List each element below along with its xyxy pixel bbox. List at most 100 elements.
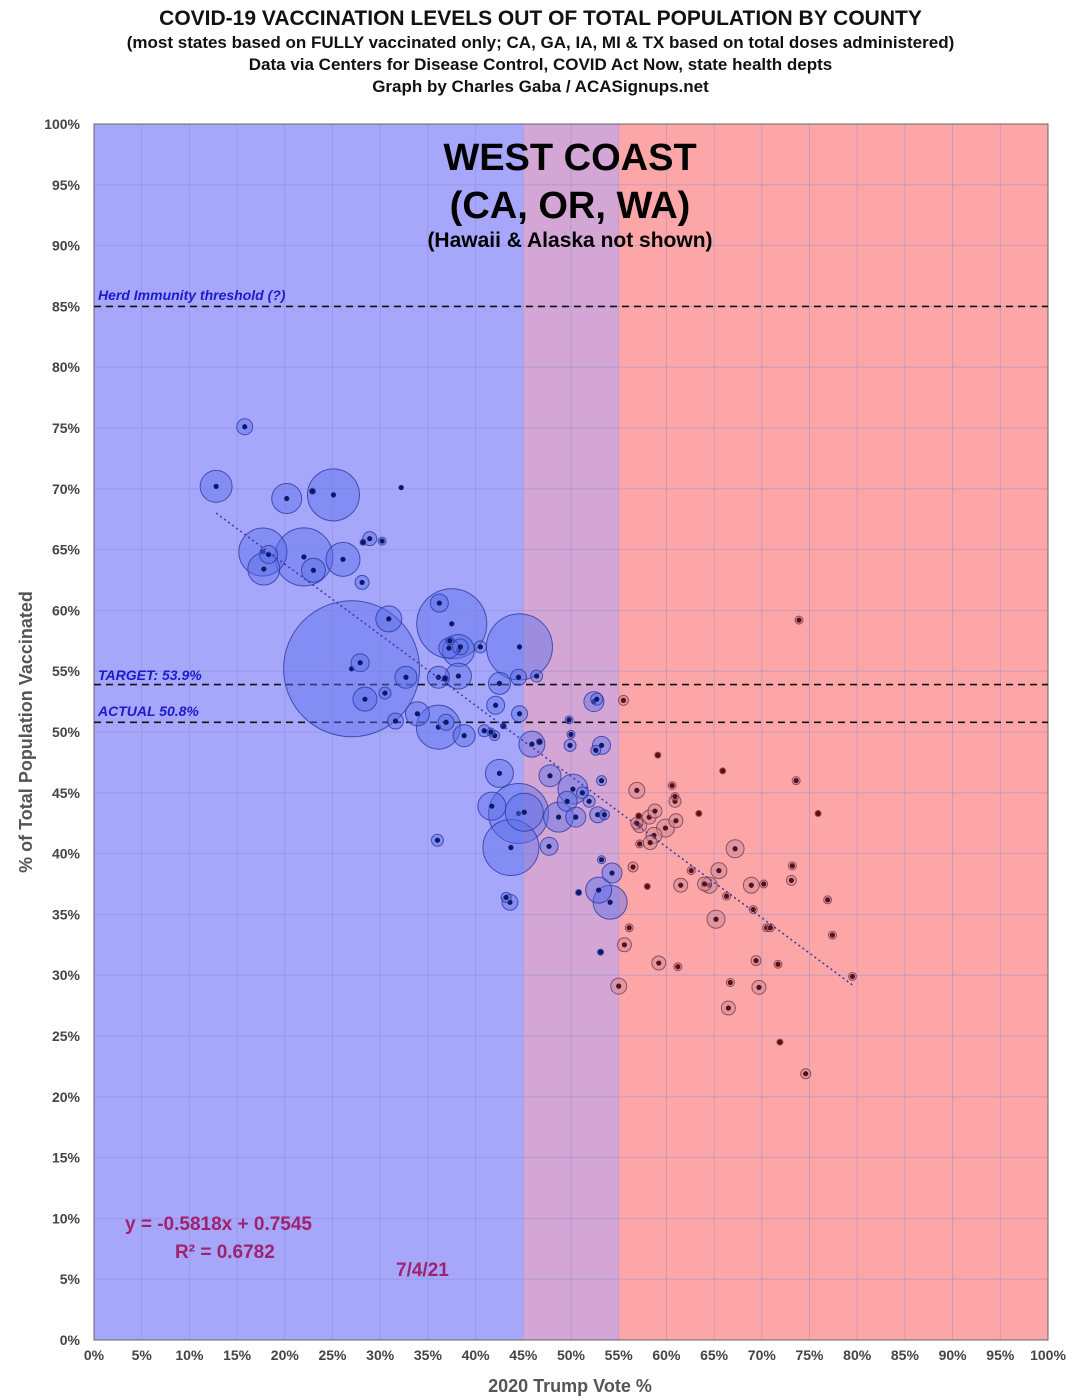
county-point [630,864,636,870]
county-point [655,752,661,758]
x-tick-label: 95% [986,1347,1015,1363]
county-point [815,810,821,817]
county-point [777,1039,783,1045]
y-tick-label: 55% [52,663,81,679]
county-point [516,711,523,717]
county-point [284,495,290,502]
y-tick-label: 35% [52,906,81,922]
y-tick-label: 45% [52,785,81,801]
county-point [579,790,586,796]
county-point [675,964,681,970]
county-point [637,841,643,847]
county-point [601,812,607,818]
y-tick-label: 20% [52,1089,81,1105]
county-point [713,916,719,922]
y-tick-label: 85% [52,298,81,314]
county-point [607,899,613,905]
actual-label: ACTUAL 50.8% [97,703,199,719]
x-tick-label: 65% [700,1347,729,1363]
x-tick-label: 90% [939,1347,968,1363]
county-point [753,958,759,964]
county-point [449,621,455,627]
region-title: WEST COAST [443,137,696,179]
county-point [678,882,684,888]
target-label: TARGET: 53.9% [98,667,202,683]
county-point [598,857,605,863]
y-tick-label: 65% [52,542,81,558]
y-tick-label: 50% [52,724,81,740]
y-axis-title: % of Total Population Vaccinated [16,591,36,873]
county-point [761,881,767,887]
county-point [447,638,453,644]
county-point [265,551,272,558]
county-point [725,1005,732,1011]
y-tick-label: 10% [52,1210,81,1226]
county-point [595,812,601,818]
county-point [555,814,562,820]
y-tick-label: 60% [52,602,81,618]
county-point [455,673,462,679]
y-tick-label: 100% [44,116,80,132]
county-point [489,803,495,809]
y-tick-label: 40% [52,846,81,862]
county-point [434,837,441,843]
county-point [496,680,503,686]
county-point [536,739,543,745]
county-point [360,539,366,545]
county-point [310,567,317,573]
x-tick-label: 75% [795,1347,824,1363]
county-point [386,616,392,622]
x-axis-title: 2020 Trump Vote % [488,1376,652,1396]
reference-lines [94,305,1048,724]
county-point [359,579,365,586]
county-point [723,893,730,899]
x-tick-label: 100% [1030,1347,1066,1363]
county-point [616,983,622,989]
axes: 0% 5% 10% 15% 20% 25% 30% 35% 40% 45% 50% 55% 60% 65%… [44,116,1066,1363]
county-point [443,719,449,725]
y-tick-label: 95% [52,177,81,193]
county-point [570,786,576,792]
county-point [492,733,498,739]
county-point [621,942,628,948]
county-point [701,881,708,887]
county-point [521,809,527,815]
county-point [392,718,399,724]
x-tick-label: 85% [891,1347,920,1363]
county-point [442,675,448,682]
county-point [636,813,642,819]
county-point [488,729,494,735]
county-point [586,798,592,804]
x-tick-label: 50% [557,1347,586,1363]
county-point [382,690,388,696]
county-point [620,697,627,703]
county-point [720,768,726,774]
county-point [301,554,307,560]
county-point [593,747,599,753]
county-point [330,492,337,498]
county-point [362,696,368,702]
county-point [477,644,483,650]
county-point [379,538,385,544]
county-point [461,733,467,739]
chart-source: Data via Centers for Disease Control, CO… [248,55,833,74]
county-point [688,868,694,874]
county-point [496,770,503,776]
county-point [414,711,421,717]
x-tick-label: 70% [748,1347,777,1363]
y-tick-label: 75% [52,420,81,436]
county-point [516,644,523,650]
county-point [398,484,404,491]
herd-immunity-label: Herd Immunity threshold (?) [98,287,286,303]
county-point [596,887,602,893]
county-point [656,960,662,966]
county-point [309,488,316,494]
x-tick-label: 10% [175,1347,204,1363]
x-tick-label: 35% [414,1347,443,1363]
county-point [696,810,702,817]
county-point [626,925,632,931]
county-point [594,696,600,702]
county-point [568,731,574,738]
y-tick-label: 15% [52,1150,81,1166]
trend-line [215,512,853,986]
